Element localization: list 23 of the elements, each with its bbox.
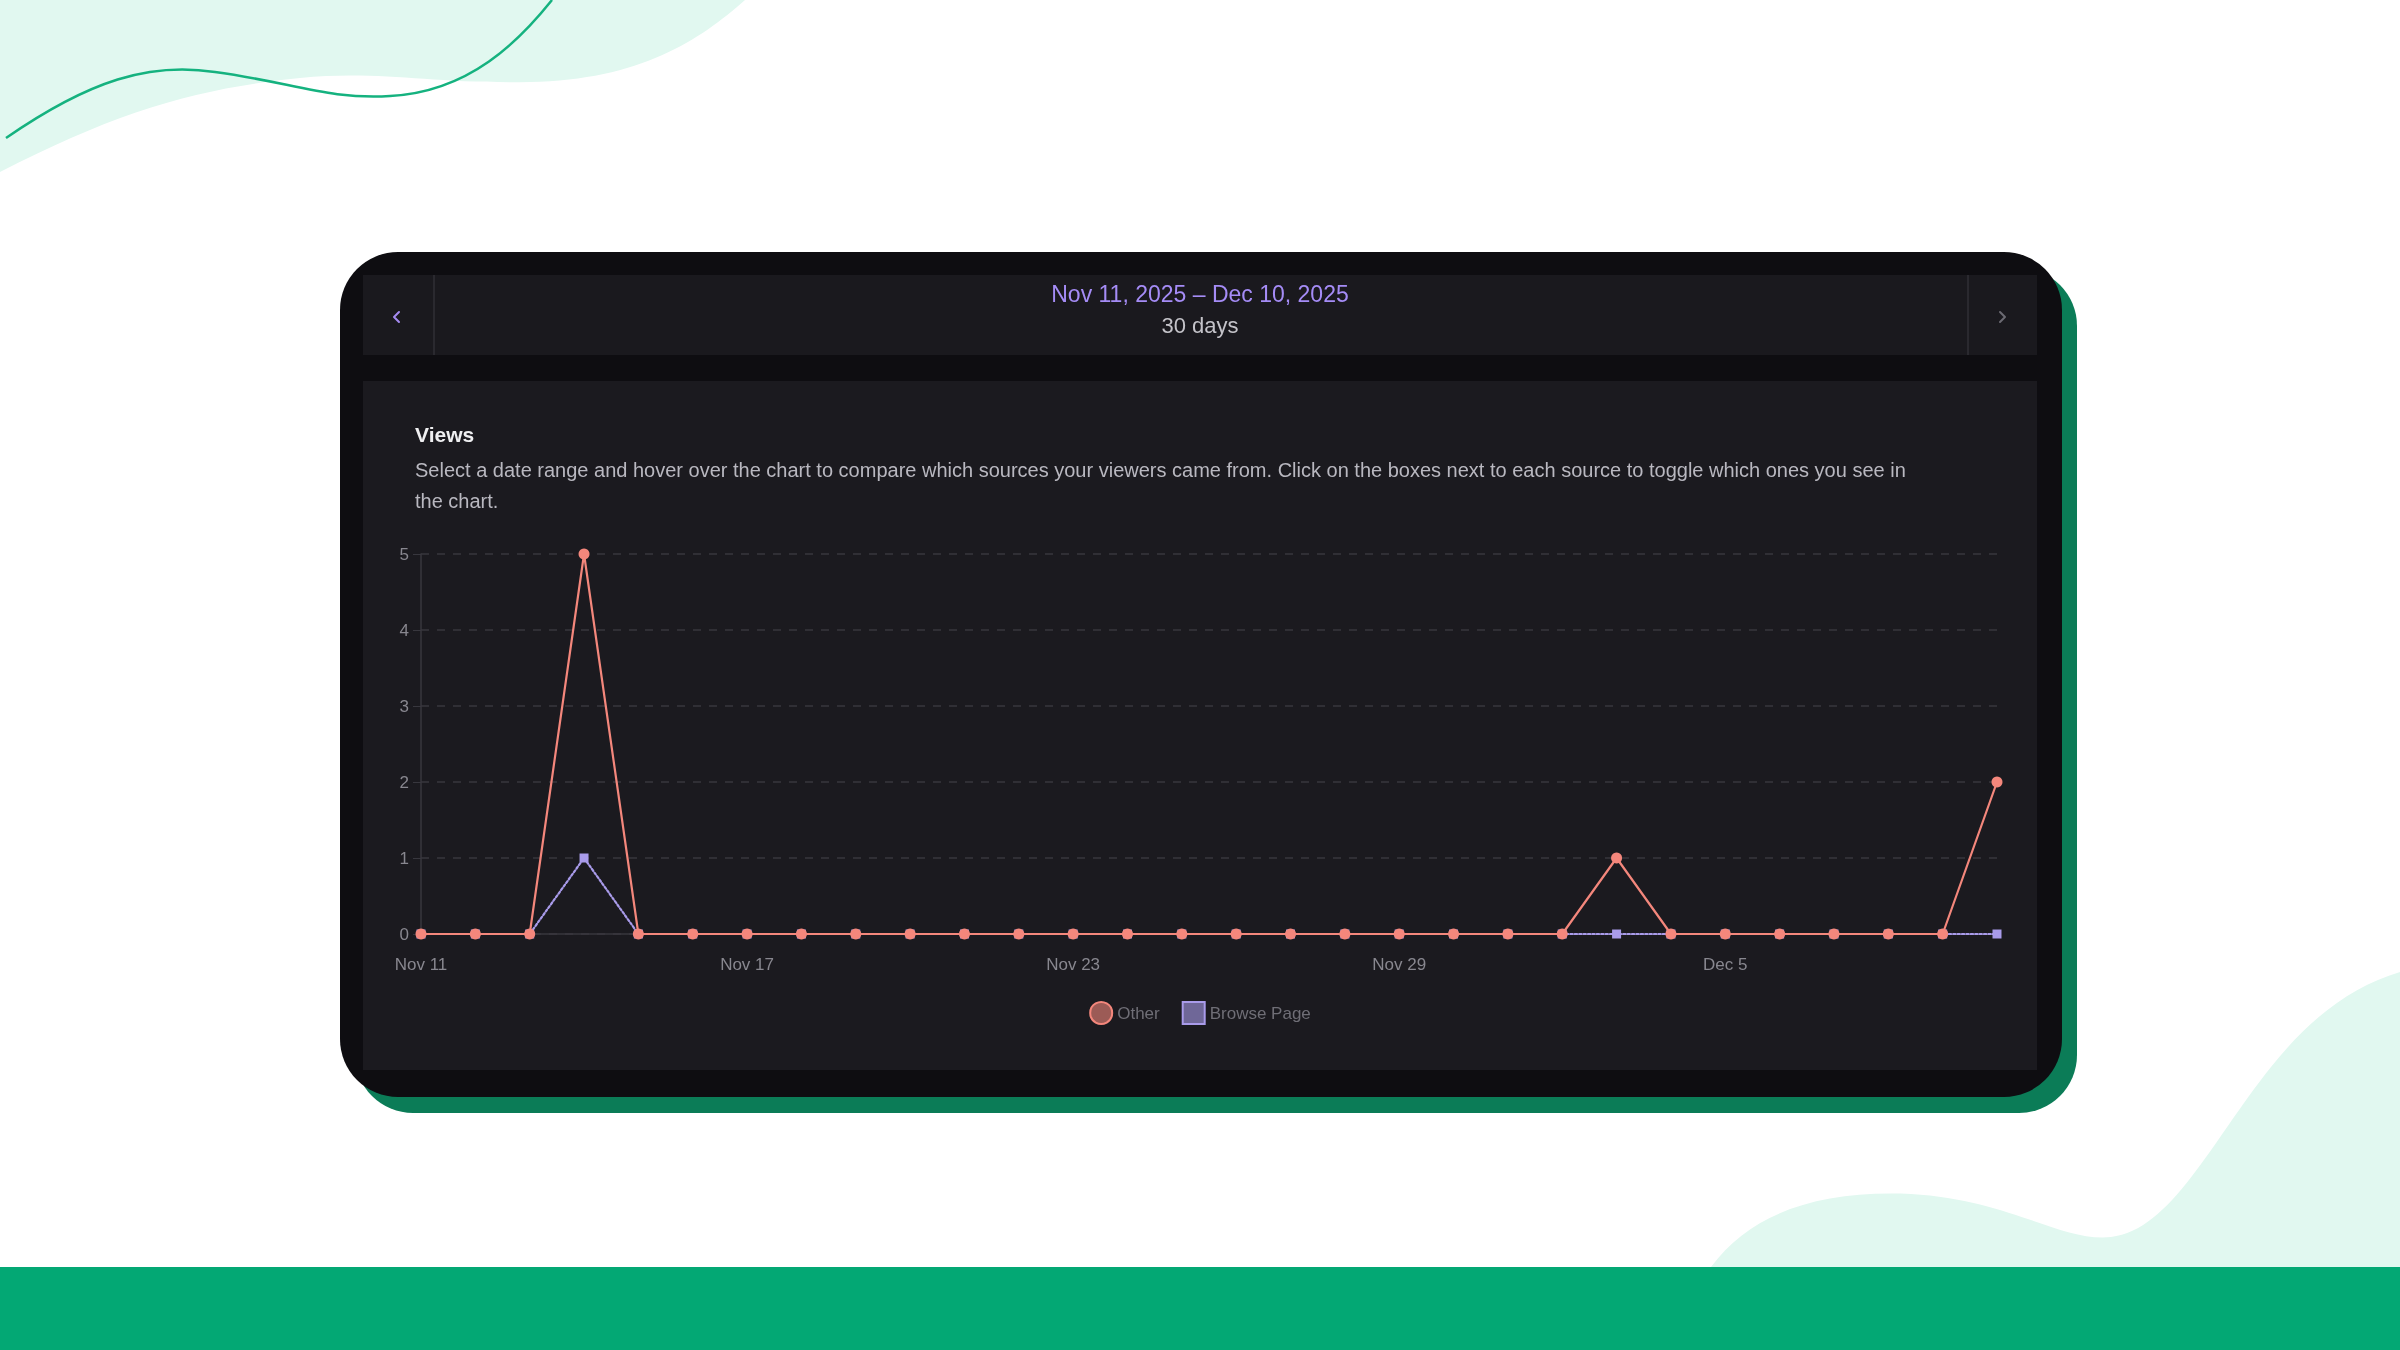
legend-label: Other bbox=[1117, 1003, 1161, 1023]
x-tick-label: Nov 29 bbox=[1372, 955, 1427, 974]
x-tick-label: Nov 17 bbox=[720, 955, 775, 974]
text: 30 days bbox=[1160, 312, 1240, 340]
x-tick-label: Nov 23 bbox=[1046, 955, 1101, 974]
y-tick-label: 0 bbox=[399, 924, 409, 944]
point bbox=[578, 548, 590, 560]
y-tick-label: 2 bbox=[399, 772, 409, 792]
text: Nov 11, 2025 – Dec 10, 2025 bbox=[1050, 280, 1350, 308]
y-tick-label: 5 bbox=[399, 544, 409, 564]
point bbox=[579, 853, 589, 863]
x-tick-label: Nov 11 bbox=[394, 955, 448, 974]
legend-label: Browse Page bbox=[1209, 1003, 1311, 1023]
y-tick-label: 1 bbox=[399, 848, 409, 868]
chart-subtitle: Select a date range and hover over the chart to compare which sources your viewers came from. Click on the boxes next to each source to toggle which ones you see in the chart. bbox=[415, 458, 1912, 512]
chart-title: Views bbox=[415, 423, 475, 446]
x-tick-label: Dec 5 bbox=[1703, 955, 1748, 974]
point bbox=[1991, 776, 2003, 788]
point bbox=[1612, 929, 1622, 939]
y-tick-label: 4 bbox=[399, 620, 409, 640]
y-tick-label: 3 bbox=[399, 696, 409, 716]
point bbox=[1611, 852, 1623, 864]
point bbox=[1992, 929, 2002, 939]
